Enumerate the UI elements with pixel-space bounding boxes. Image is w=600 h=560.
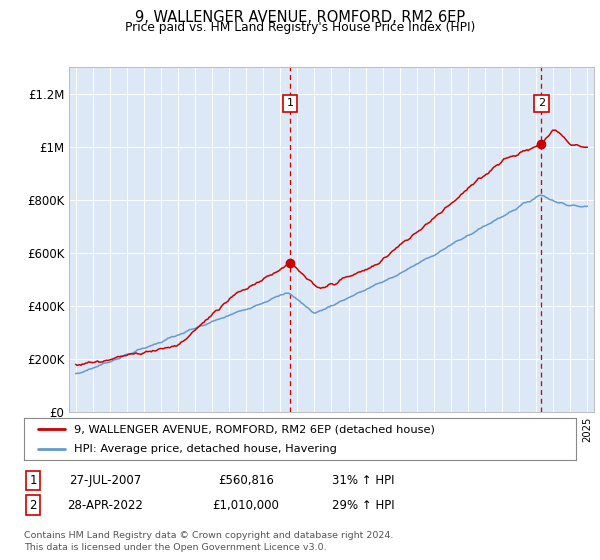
Text: 28-APR-2022: 28-APR-2022 <box>67 498 143 512</box>
Text: 27-JUL-2007: 27-JUL-2007 <box>69 474 141 487</box>
Text: HPI: Average price, detached house, Havering: HPI: Average price, detached house, Have… <box>74 445 337 454</box>
Text: £560,816: £560,816 <box>218 474 274 487</box>
Text: Contains HM Land Registry data © Crown copyright and database right 2024.: Contains HM Land Registry data © Crown c… <box>24 531 394 540</box>
Text: 9, WALLENGER AVENUE, ROMFORD, RM2 6EP: 9, WALLENGER AVENUE, ROMFORD, RM2 6EP <box>135 10 465 25</box>
Text: 29% ↑ HPI: 29% ↑ HPI <box>332 498 394 512</box>
Text: 31% ↑ HPI: 31% ↑ HPI <box>332 474 394 487</box>
Text: 2: 2 <box>538 99 545 109</box>
Text: Price paid vs. HM Land Registry's House Price Index (HPI): Price paid vs. HM Land Registry's House … <box>125 21 475 34</box>
Text: £1,010,000: £1,010,000 <box>212 498 280 512</box>
Text: 2: 2 <box>29 498 37 512</box>
Text: 1: 1 <box>29 474 37 487</box>
Text: 1: 1 <box>287 99 293 109</box>
Text: 9, WALLENGER AVENUE, ROMFORD, RM2 6EP (detached house): 9, WALLENGER AVENUE, ROMFORD, RM2 6EP (d… <box>74 424 434 434</box>
Text: This data is licensed under the Open Government Licence v3.0.: This data is licensed under the Open Gov… <box>24 543 326 552</box>
